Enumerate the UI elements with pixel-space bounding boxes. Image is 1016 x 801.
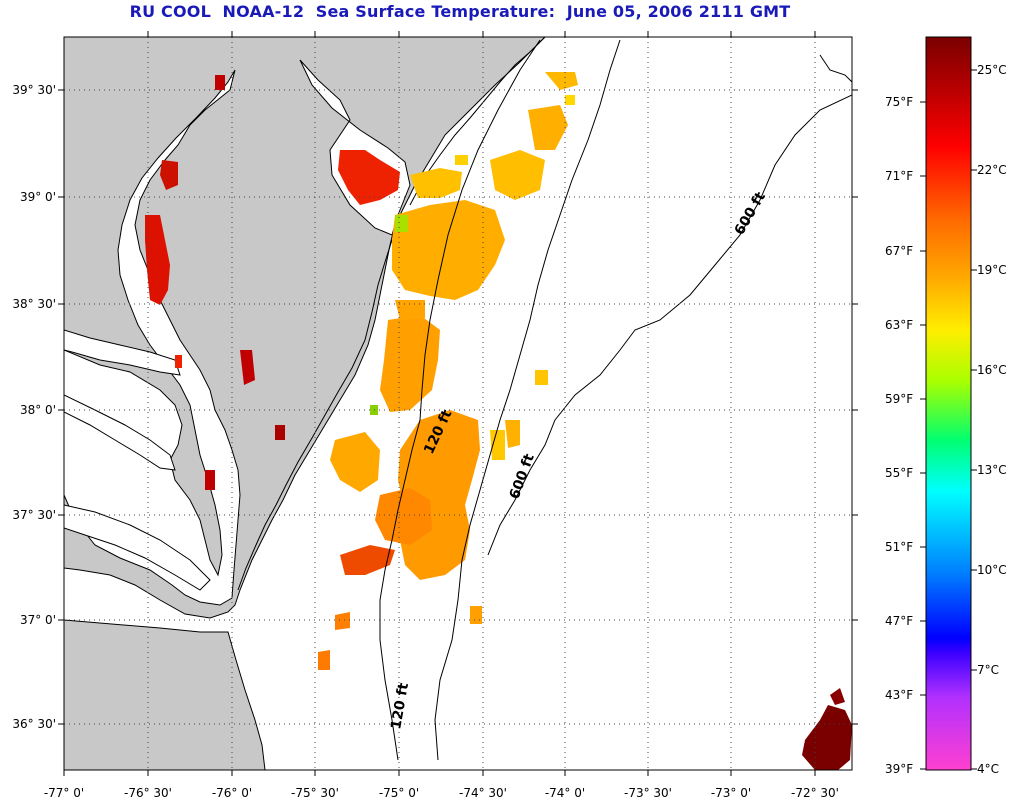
colorbar-f-label: 51°F — [885, 540, 914, 554]
lat-label: 37° 30' — [12, 508, 56, 522]
colorbar-f-label: 39°F — [885, 762, 914, 776]
colorbar-f-label: 71°F — [885, 169, 914, 183]
colorbar-f-label: 59°F — [885, 392, 914, 406]
lon-label: -76° 30' — [124, 786, 172, 800]
map-grid — [64, 37, 852, 770]
lon-label: -72° 30' — [791, 786, 839, 800]
rappahannock-river — [64, 394, 176, 471]
lat-label: 38° 30' — [12, 297, 56, 311]
lat-label: 39° 30' — [12, 83, 56, 97]
colorbar-f-label: 47°F — [885, 614, 914, 628]
colorbar-ticks — [920, 69, 977, 770]
colorbar-c-label: 7°C — [977, 663, 1000, 677]
lon-label: -74° 0' — [544, 786, 586, 800]
colorbar-f-label: 43°F — [885, 688, 914, 702]
potomac-river — [64, 329, 181, 376]
sst-data-layer — [145, 72, 852, 770]
colorbar-c-label: 4°C — [977, 762, 1000, 776]
lat-label: 36° 30' — [12, 717, 56, 731]
lat-label: 37° 0' — [19, 613, 56, 627]
lon-label: -73° 0' — [710, 786, 752, 800]
map-title: RU COOL NOAA-12 Sea Surface Temperature:… — [129, 2, 791, 21]
lon-label: -77° 0' — [43, 786, 85, 800]
lat-label: 38° 0' — [19, 403, 56, 417]
colorbar-c-label: 25°C — [977, 63, 1007, 77]
lat-label: 39° 0' — [19, 190, 56, 204]
colorbar-c-label: 16°C — [977, 363, 1007, 377]
lon-label: -74° 30' — [459, 786, 507, 800]
map-border — [63, 36, 853, 771]
chesapeake-bay — [64, 69, 241, 606]
land-virginia-south — [64, 619, 266, 770]
lon-label: -75° 0' — [378, 786, 420, 800]
land-mainland — [64, 37, 546, 619]
lon-label: -76° 0' — [211, 786, 253, 800]
colorbar — [925, 36, 972, 771]
colorbar-c-label: 22°C — [977, 163, 1007, 177]
delmarva-coast — [237, 239, 393, 591]
bathymetry-contours — [379, 39, 852, 761]
lon-label: -73° 30' — [624, 786, 672, 800]
colorbar-c-label: 13°C — [977, 463, 1007, 477]
lon-label: -75° 30' — [291, 786, 339, 800]
colorbar-f-label: 63°F — [885, 318, 914, 332]
colorbar-c-label: 10°C — [977, 563, 1007, 577]
colorbar-f-label: 67°F — [885, 244, 914, 258]
james-river — [64, 504, 211, 591]
colorbar-f-label: 55°F — [885, 466, 914, 480]
colorbar-c-label: 19°C — [977, 263, 1007, 277]
colorbar-f-label: 75°F — [885, 95, 914, 109]
map-ticks — [58, 31, 858, 776]
